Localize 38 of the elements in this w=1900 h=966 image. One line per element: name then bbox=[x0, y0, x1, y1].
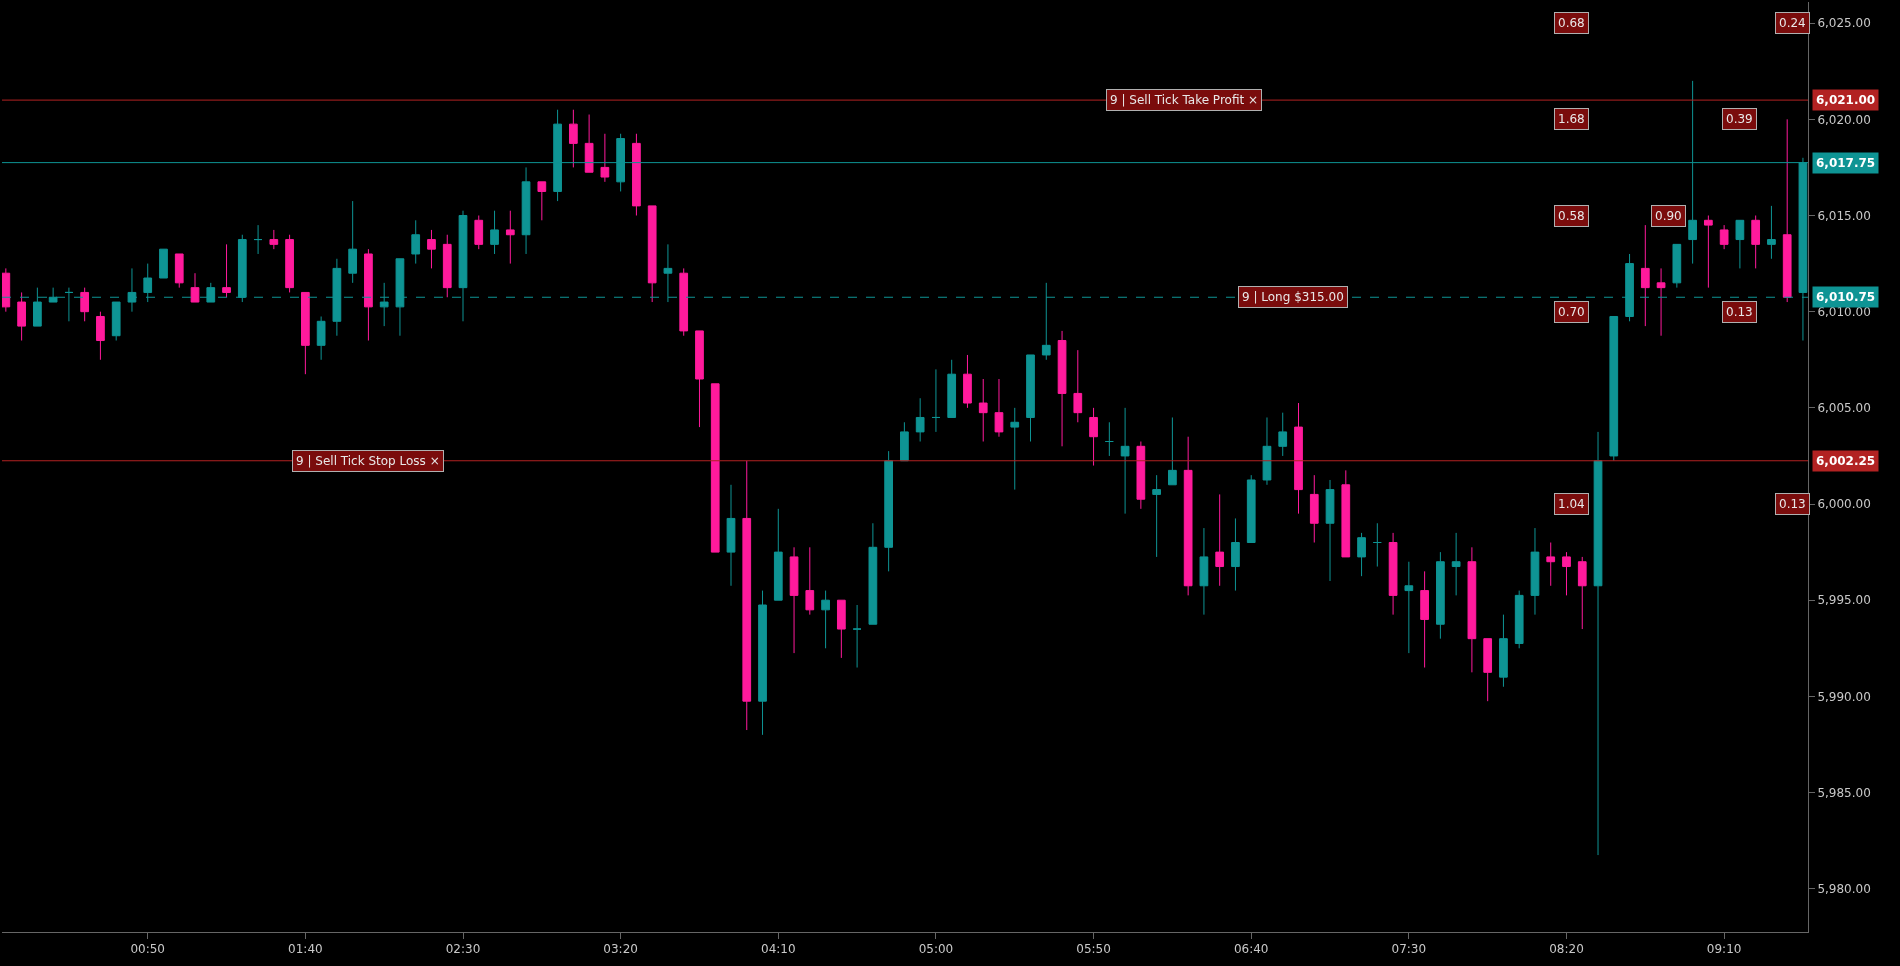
y-tick-label: 5,990.00 bbox=[1817, 689, 1871, 704]
y-tick-label: 6,015.00 bbox=[1817, 208, 1871, 223]
x-tick-label: 05:00 bbox=[918, 942, 954, 957]
x-tick-label: 08:20 bbox=[1549, 942, 1584, 957]
y-tick-label: 5,995.00 bbox=[1817, 593, 1871, 608]
y-tick-label: 6,010.00 bbox=[1817, 304, 1871, 319]
x-tick-label: 07:30 bbox=[1391, 942, 1427, 957]
annotation: 9 | Sell Tick Stop Loss × bbox=[296, 454, 440, 468]
annotation: 9 | Long $315.00 bbox=[1242, 290, 1344, 304]
annotation: 0.13 bbox=[1726, 305, 1753, 319]
annotation: 0.68 bbox=[1558, 16, 1585, 30]
ref-line-label: 6,002.25 bbox=[1816, 454, 1876, 468]
y-tick-label: 6,020.00 bbox=[1817, 112, 1871, 127]
ref-line-label: 6,021.00 bbox=[1816, 93, 1876, 107]
y-tick-label: 5,980.00 bbox=[1817, 881, 1871, 896]
x-tick-label: 01:40 bbox=[288, 942, 323, 957]
x-tick-label: 03:20 bbox=[603, 942, 638, 957]
annotation: 0.39 bbox=[1726, 112, 1753, 126]
annotation: 0.24 bbox=[1779, 16, 1806, 30]
annotation: 0.13 bbox=[1779, 497, 1806, 511]
annotation: 1.04 bbox=[1558, 497, 1585, 511]
y-tick-label: 6,000.00 bbox=[1817, 497, 1871, 512]
x-tick-label: 05:50 bbox=[1076, 942, 1111, 957]
x-tick-label: 04:10 bbox=[760, 942, 796, 957]
y-tick-label: 6,025.00 bbox=[1817, 16, 1871, 31]
annotation: 0.70 bbox=[1558, 305, 1585, 319]
y-tick-label: 6,005.00 bbox=[1817, 401, 1871, 416]
x-tick-label: 00:50 bbox=[130, 942, 166, 957]
x-tick-label: 09:10 bbox=[1706, 942, 1742, 957]
annotation: 9 | Sell Tick Take Profit × bbox=[1110, 93, 1259, 107]
y-tick-label: 5,985.00 bbox=[1817, 785, 1871, 800]
annotation: 0.58 bbox=[1558, 209, 1585, 223]
annotation: 1.68 bbox=[1558, 112, 1585, 126]
ref-line-label: 6,010.75 bbox=[1816, 290, 1876, 304]
x-tick-label: 06:40 bbox=[1233, 942, 1269, 957]
ref-line-label: 6,017.75 bbox=[1816, 156, 1876, 170]
x-tick-label: 02:30 bbox=[445, 942, 481, 957]
annotation: 0.90 bbox=[1655, 209, 1682, 223]
